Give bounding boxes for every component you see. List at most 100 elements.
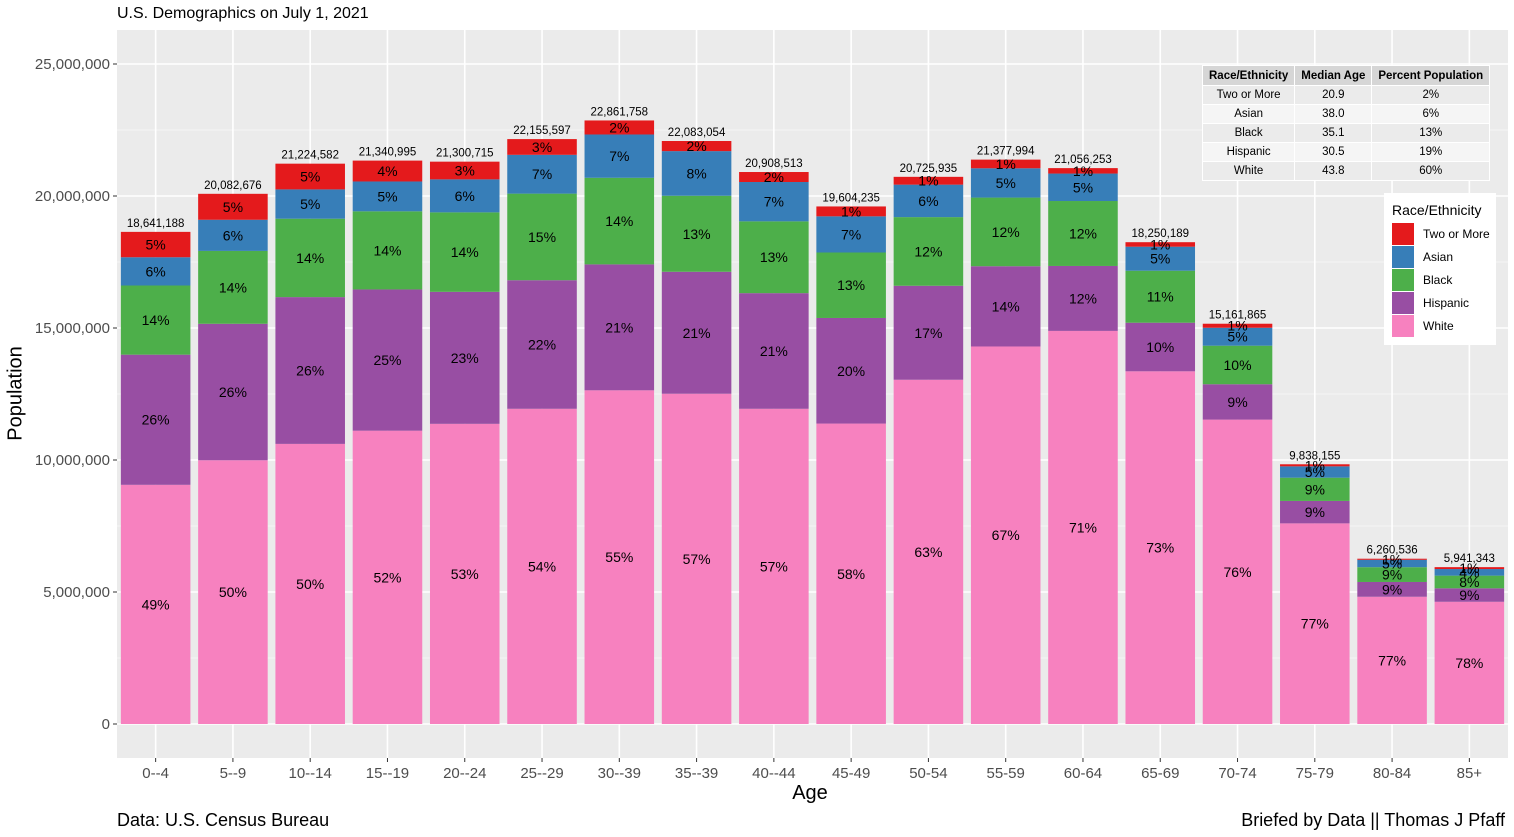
percent-label: 17% [914,325,942,341]
total-label: 18,641,188 [127,218,185,230]
bar-segment-white [507,408,577,724]
percent-label: 2% [609,119,629,135]
bar-segment-two-or-more [661,141,732,152]
total-label: 21,224,582 [281,150,339,162]
percent-label: 7% [532,166,552,182]
x-tick-label: 70-74 [1218,765,1256,782]
bar-segment-asian [429,179,500,213]
bar-segment-black [1048,201,1118,266]
bar-segment-white [120,484,191,724]
bar-segment-hispanic [429,291,500,424]
table-cell: 19% [1371,142,1491,162]
percent-label: 5% [223,199,243,215]
bar-segment-hispanic [198,323,268,461]
x-tick-label: 65-69 [1141,765,1179,782]
bar-segment-black [893,217,964,286]
bar-segment-hispanic [661,271,732,394]
bar-segment-hispanic [584,264,655,391]
percent-label: 1% [1073,163,1093,179]
table-cell: White [1201,161,1296,181]
y-tick-label: 15,000,000 [35,320,110,337]
percent-label: 6% [223,227,243,243]
percent-label: 6% [918,193,938,209]
percent-label: 26% [142,412,170,428]
percent-label: 9% [1382,567,1402,583]
bar-segment-two-or-more [1434,567,1505,570]
percent-label: 12% [1069,225,1097,241]
percent-label: 2% [686,138,706,154]
percent-label: 50% [296,576,324,592]
total-label: 22,861,758 [591,106,649,118]
bar-segment-asian [661,151,732,196]
percent-label: 49% [142,596,170,612]
bar-segment-two-or-more [816,206,886,217]
bar-segment-hispanic [120,354,191,485]
bar-segment-white [429,423,500,724]
table-header-percent: Percent Population [1371,65,1491,86]
percent-label: 1% [996,156,1016,172]
bar-segment-two-or-more [1357,558,1427,560]
table-row: Asian 38.0 6% [1201,104,1491,124]
table-cell: 30.5 [1294,142,1373,162]
bar-segment-two-or-more [198,193,268,220]
table-cell: 35.1 [1294,123,1373,143]
bar-segment-black [1357,567,1427,582]
bar-segment-black [507,193,577,281]
total-label: 20,082,676 [204,180,262,192]
bar-segment-black [120,285,191,355]
bar-segment-white [352,430,423,724]
bar-segment-hispanic [1280,500,1350,524]
table-row: White 43.8 60% [1201,161,1491,181]
total-label: 5,941,343 [1444,553,1495,565]
total-label: 18,250,189 [1131,228,1189,240]
bar-segment-black [584,177,655,265]
legend-swatch [1392,246,1414,268]
percent-label: 12% [1069,290,1097,306]
y-tick-label: 20,000,000 [35,188,110,205]
x-tick-label: 30--39 [598,765,641,782]
x-tick-label: 75-79 [1296,765,1334,782]
legend-swatch [1392,269,1414,291]
bar-segment-asian [275,189,345,219]
bar-segment-white [1434,601,1505,724]
bar-segment-white [893,379,964,724]
percent-label: 3% [532,139,552,155]
bar-segment-asian [816,216,886,253]
bar-segment-black [970,197,1041,267]
author-caption: Briefed by Data || Thomas J Pfaff [1241,810,1505,830]
percent-label: 7% [609,148,629,164]
bar-segment-asian [1357,559,1427,568]
percent-label: 5% [1227,329,1247,345]
percent-label: 14% [296,250,324,266]
bar-segment-two-or-more [584,120,655,135]
table-row: Black 35.1 13% [1201,123,1491,143]
bar-segment-black [816,252,886,318]
y-axis-label: Population [4,346,27,441]
bar-segment-black [661,195,732,272]
bar-segment-white [584,390,655,724]
total-label: 21,377,994 [977,146,1035,158]
percent-label: 25% [373,352,401,368]
x-tick-label: 85+ [1457,765,1483,782]
legend-label: White [1423,319,1454,333]
percent-label: 1% [918,173,938,189]
bar-segment-two-or-more [120,231,191,258]
percent-label: 9% [1382,581,1402,597]
x-tick-label: 20--24 [443,765,486,782]
percent-label: 14% [142,312,170,328]
legend-title: Race/Ethnicity [1392,202,1482,218]
bar-segment-hispanic [275,297,345,444]
bar-segment-hispanic [1048,265,1118,331]
total-label: 9,838,155 [1289,450,1340,462]
table-header-race: Race/Ethnicity [1201,65,1296,86]
legend-swatch [1392,315,1414,337]
bar-segment-asian [1202,327,1273,346]
table-header-median-age: Median Age [1294,65,1373,86]
percent-label: 14% [373,242,401,258]
percent-label: 14% [992,298,1020,314]
percent-label: 9% [1227,394,1247,410]
percent-label: 5% [1150,251,1170,267]
table-cell: Hispanic [1201,142,1296,162]
percent-label: 14% [605,213,633,229]
table-cell: 6% [1371,104,1491,124]
